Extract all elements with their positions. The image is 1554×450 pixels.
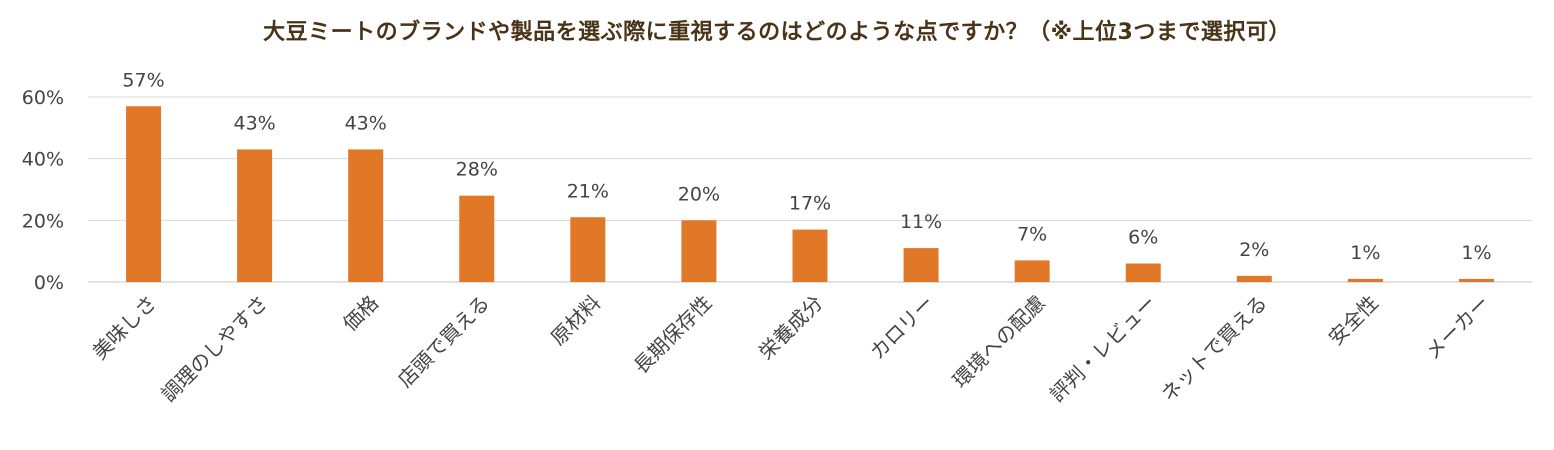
bar: [348, 149, 384, 282]
category-label: 調理のしやすさ: [156, 291, 272, 407]
category-label: 店頭で買える: [393, 291, 494, 392]
y-tick-label: 0%: [34, 272, 64, 294]
data-label: 43%: [233, 112, 275, 134]
category-label: 安全性: [1324, 291, 1383, 350]
data-label: 6%: [1128, 227, 1158, 249]
category-label: ネットで買える: [1156, 291, 1272, 407]
category-label: 栄養成分: [754, 291, 828, 365]
data-label: 43%: [345, 112, 387, 134]
category-label: 評判・レビュー: [1045, 291, 1161, 407]
data-label: 57%: [122, 69, 164, 91]
data-label: 28%: [456, 159, 498, 181]
data-labels: 57% 43% 43% 28% 21% 20% 17% 11% 7% 6% 2% 1% 1%: [122, 69, 1491, 264]
data-label: 20%: [678, 183, 720, 205]
y-tick-label: 60%: [22, 87, 64, 109]
bar: [1014, 260, 1050, 282]
bar: [570, 217, 606, 282]
data-label: 11%: [900, 211, 942, 233]
bar: [1125, 263, 1161, 282]
bar: [126, 106, 162, 282]
category-label: 長期保存性: [629, 291, 717, 379]
bars: [126, 106, 1494, 282]
bar: [1458, 278, 1494, 282]
data-label: 17%: [789, 193, 831, 215]
y-axis-ticks: 0% 20% 40% 60%: [22, 87, 64, 294]
data-label: 7%: [1017, 223, 1047, 245]
y-tick-label: 40%: [22, 149, 64, 171]
category-label: メーカー: [1420, 291, 1494, 365]
data-label: 1%: [1461, 242, 1491, 264]
category-label: カロリー: [865, 291, 939, 365]
bar: [237, 149, 273, 282]
bar: [903, 248, 939, 282]
bar: [792, 229, 828, 282]
category-label: 価格: [338, 291, 383, 336]
data-label: 1%: [1350, 242, 1380, 264]
category-label: 環境への配慮: [948, 291, 1050, 393]
bar: [1347, 278, 1383, 282]
chart-title: 大豆ミートのブランドや製品を選ぶ際に重視するのはどのような点ですか？（※上位3つ…: [263, 20, 1291, 45]
bar: [1236, 275, 1272, 282]
y-tick-label: 20%: [22, 210, 64, 232]
category-label: 原材料: [546, 291, 605, 350]
bar: [459, 195, 495, 282]
data-label: 21%: [567, 180, 609, 202]
bar: [681, 220, 717, 282]
data-label: 2%: [1239, 239, 1269, 261]
category-label: 美味しさ: [88, 291, 162, 365]
